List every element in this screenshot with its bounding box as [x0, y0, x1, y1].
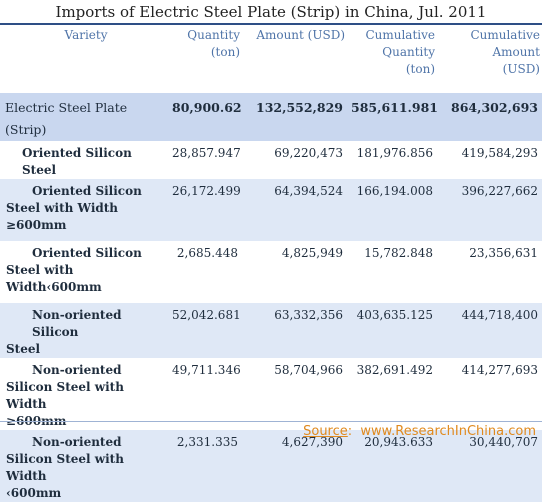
source-credit: Source: www.ResearchInChina.com — [303, 424, 536, 440]
header-amount: Amount (USD) — [242, 25, 347, 93]
cell-amount: 4,825,949 — [242, 241, 347, 303]
header-cum-amount-line: Amount — [492, 45, 540, 59]
cell-cum-quantity: 585,611.981 — [347, 93, 437, 141]
row-name: Non-oriented Silicon Steel with Width ≥6… — [0, 358, 168, 430]
source-url: www.ResearchInChina.com — [352, 424, 536, 439]
cell-quantity: 49,711.346 — [168, 358, 242, 430]
header-quantity-line: Quantity — [187, 28, 240, 42]
header-row: Variety Quantity (ton) Amount (USD) Cumu… — [0, 25, 542, 93]
source-label: Source — [303, 424, 348, 439]
cell-cum-amount: 23,356,631 — [437, 241, 542, 303]
cell-quantity: 80,900.628 — [168, 93, 242, 141]
table-row: Oriented Silicon Steel 28,857.947 69,220… — [0, 141, 542, 179]
cell-quantity: 26,172.499 — [168, 179, 242, 241]
row-name-line: ‹600mm — [6, 486, 62, 500]
divider — [0, 421, 542, 422]
cell-cum-quantity: 15,782.848 — [347, 241, 437, 303]
cell-cum-amount: 396,227,662 — [437, 179, 542, 241]
source-separator: : — [347, 424, 353, 439]
cell-amount: 63,332,356 — [242, 303, 347, 358]
cell-cum-quantity: 181,976.856 — [347, 141, 437, 179]
cell-cum-quantity: 20,943.633 — [347, 430, 437, 502]
row-name: Oriented Silicon Steel with Width ≥600mm — [0, 179, 168, 241]
header-quantity-line: (ton) — [210, 45, 240, 59]
row-name-line: Silicon Steel with Width — [6, 452, 124, 483]
header-amount-line: Amount (USD) — [256, 28, 345, 42]
row-name-line: Steel with Width — [6, 201, 119, 215]
header-cum-quantity-line: Cumulative — [365, 28, 435, 42]
table-row: Non-oriented Silicon Steel 52,042.681 63… — [0, 303, 542, 358]
cell-quantity: 52,042.681 — [168, 303, 242, 358]
cell-amount: 69,220,473 — [242, 141, 347, 179]
header-cum-amount-line: Cumulative — [470, 28, 540, 42]
row-name-line: Steel with — [6, 263, 74, 277]
table-row: Non-oriented Silicon Steel with Width ≥6… — [0, 358, 542, 430]
row-name: Non-oriented Silicon Steel — [0, 303, 168, 358]
header-cum-quantity: Cumulative Quantity (ton) — [347, 25, 437, 93]
header-cum-quantity-line: (ton) — [405, 62, 435, 76]
header-variety: Variety — [64, 28, 108, 42]
row-name: Non-oriented Silicon Steel with Width ‹6… — [0, 430, 168, 502]
row-name-line: Oriented Silicon — [32, 184, 142, 198]
cell-amount: 64,394,524 — [242, 179, 347, 241]
cell-cum-amount: 414,277,693 — [437, 358, 542, 430]
cell-amount: 4,627,390 — [242, 430, 347, 502]
cell-quantity: 2,685.448 — [168, 241, 242, 303]
cell-cum-amount: 419,584,293 — [437, 141, 542, 179]
row-name-line: Steel — [6, 342, 41, 356]
row-name-line: Non-oriented — [32, 363, 122, 377]
cell-cum-quantity: 166,194.008 — [347, 179, 437, 241]
cell-cum-quantity: 382,691.492 — [347, 358, 437, 430]
header-quantity: Quantity (ton) — [168, 25, 242, 93]
row-name: Electric Steel Plate (Strip) — [0, 93, 168, 141]
row-name-line: Oriented Silicon — [32, 246, 142, 260]
cell-quantity: 2,331.335 — [168, 430, 242, 502]
table-title: Imports of Electric Steel Plate (Strip) … — [0, 1, 542, 25]
cell-amount: 58,704,966 — [242, 358, 347, 430]
table-row: Oriented Silicon Steel with Width ≥600mm… — [0, 179, 542, 241]
cell-amount: 132,552,829 — [242, 93, 347, 141]
row-name-line: Width‹600mm — [6, 280, 102, 294]
table-row: Non-oriented Silicon Steel with Width ‹6… — [0, 430, 542, 502]
row-name-line: Non-oriented — [32, 435, 122, 449]
table-row: Oriented Silicon Steel with Width‹600mm … — [0, 241, 542, 303]
row-name-line: Silicon Steel with Width — [6, 380, 124, 411]
row-name: Oriented Silicon Steel with Width‹600mm — [0, 241, 168, 303]
header-cum-quantity-line: Quantity — [382, 45, 435, 59]
cell-quantity: 28,857.947 — [168, 141, 242, 179]
header-cum-amount-line: (USD) — [502, 62, 540, 76]
row-name: Oriented Silicon Steel — [0, 141, 168, 179]
header-cum-amount: Cumulative Amount (USD) — [437, 25, 542, 93]
cell-cum-quantity: 403,635.125 — [347, 303, 437, 358]
row-name-line: ≥600mm — [6, 218, 67, 232]
cell-cum-amount: 30,440,707 — [437, 430, 542, 502]
cell-cum-amount: 864,302,693 — [437, 93, 542, 141]
table-row-total: Electric Steel Plate (Strip) 80,900.628 … — [0, 93, 542, 141]
row-name-line: Non-oriented Silicon — [32, 308, 122, 339]
cell-cum-amount: 444,718,400 — [437, 303, 542, 358]
